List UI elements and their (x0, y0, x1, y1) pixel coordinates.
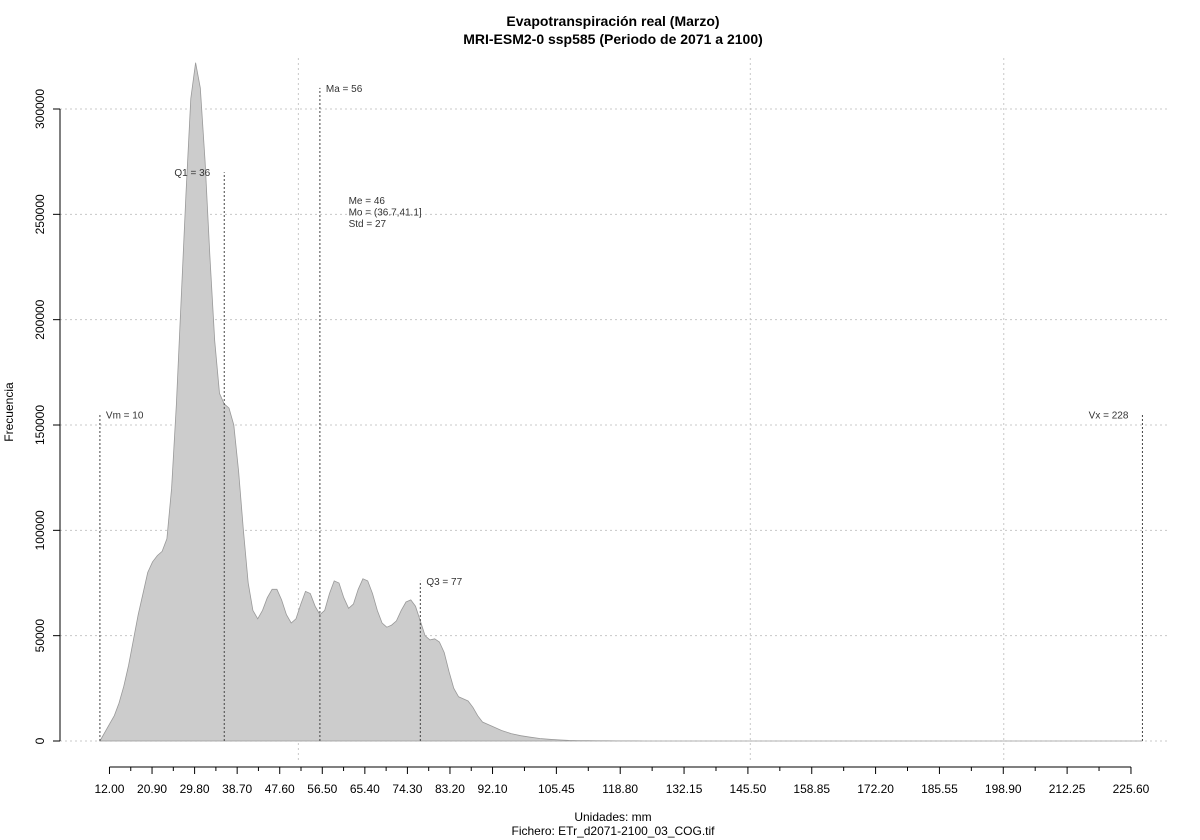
marker-label: Ma = 56 (326, 84, 363, 95)
y-tick-label: 300000 (33, 89, 47, 129)
x-tick-label: 92.10 (478, 782, 508, 796)
marker-label: Vm = 10 (106, 410, 144, 421)
marker-label: Q3 = 77 (426, 577, 462, 588)
x-tick-label: 158.85 (793, 782, 830, 796)
x-tick-label: 83.20 (435, 782, 465, 796)
x-tick-label: 105.45 (538, 782, 575, 796)
x-tick-label: 145.50 (730, 782, 767, 796)
chart-title: Evapotranspiración real (Marzo) (506, 13, 719, 29)
x-tick-label: 12.00 (94, 782, 124, 796)
y-tick-label: 200000 (33, 299, 47, 339)
density-area (99, 62, 1143, 742)
x-tick-label: 65.40 (350, 782, 380, 796)
reference-lines: Vm = 10 Q1 = 36 Ma = 56 Q3 = 77 Vx = 228 Me =… (99, 84, 1143, 741)
x-tick-label: 74.30 (392, 782, 422, 796)
x-tick-label: 185.55 (921, 782, 958, 796)
x-axis-label: Unidades: mm (574, 810, 651, 824)
x-tick-label: 225.60 (1113, 782, 1150, 796)
caption: Fichero: ETr_d2071-2100_03_COG.tif (512, 824, 716, 838)
stats-text-line: Std = 27 (349, 219, 387, 230)
x-tick-label: 132.15 (666, 782, 703, 796)
x-tick-label: 212.25 (1049, 782, 1086, 796)
marker-label: Vx = 228 (1089, 410, 1129, 421)
y-tick-label: 0 (33, 737, 47, 744)
x-tick-label: 38.70 (222, 782, 252, 796)
x-tick-label: 198.90 (985, 782, 1022, 796)
stats-text-line: Me = 46 (349, 196, 386, 207)
x-tick-label: 20.90 (137, 782, 167, 796)
y-tick-label: 250000 (33, 194, 47, 234)
x-tick-label: 47.60 (265, 782, 295, 796)
axes: 12.00 20.90 29.80 38.70 47.60 56.50 65.40 74.30… (33, 89, 1150, 796)
y-tick-label: 50000 (33, 619, 47, 653)
y-axis-label: Frecuencia (2, 382, 16, 442)
stats-text-line: Mo = (36.7,41.1] (349, 207, 422, 218)
chart-subtitle: MRI-ESM2-0 ssp585 (Periodo de 2071 a 210… (463, 31, 763, 47)
x-tick-label: 172.20 (857, 782, 894, 796)
y-tick-label: 150000 (33, 405, 47, 445)
x-tick-label: 118.80 (602, 782, 638, 796)
marker-label: Q1 = 36 (174, 168, 210, 179)
x-tick-label: 56.50 (307, 782, 337, 796)
x-tick-label: 29.80 (180, 782, 210, 796)
y-tick-label: 100000 (33, 510, 47, 550)
